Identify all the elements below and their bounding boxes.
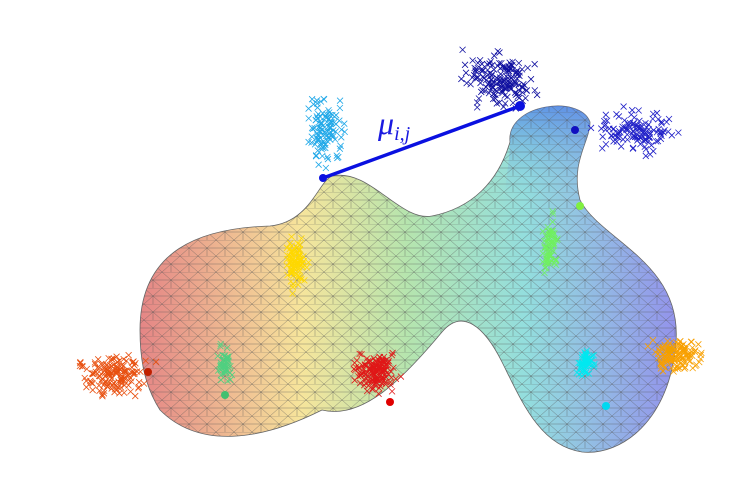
- cluster-point: [675, 130, 681, 136]
- cluster-point: [655, 116, 661, 122]
- cluster-point: [321, 96, 327, 102]
- cluster-point: [695, 341, 701, 347]
- cluster-point: [664, 119, 670, 125]
- cluster-point: [460, 47, 466, 53]
- cluster-point: [522, 95, 528, 101]
- cluster-point: [309, 96, 315, 102]
- cluster-point: [495, 63, 501, 69]
- mu-symbol: μ: [377, 105, 394, 141]
- cluster-point: [82, 375, 88, 381]
- cluster-center: [221, 391, 229, 399]
- cluster-point: [631, 115, 637, 121]
- cluster-point: [136, 379, 142, 385]
- cluster-point: [603, 112, 609, 118]
- figure: μi,j: [0, 0, 740, 493]
- cluster-point: [624, 137, 630, 143]
- cluster-point: [698, 350, 704, 356]
- mesh-surface: [140, 106, 676, 452]
- cluster-point: [470, 57, 476, 63]
- cluster-point: [306, 106, 312, 112]
- cluster-point: [126, 352, 132, 358]
- cluster-point: [306, 115, 312, 121]
- cluster-center: [602, 402, 610, 410]
- cluster-point: [491, 53, 497, 59]
- cluster-point: [313, 117, 319, 123]
- cluster-center: [386, 398, 394, 406]
- cluster-point: [462, 62, 468, 68]
- cluster-point: [313, 153, 319, 159]
- cluster-point: [630, 145, 636, 151]
- endpoint: [319, 174, 327, 182]
- cluster-point: [643, 153, 649, 159]
- cluster-point: [338, 134, 344, 140]
- cluster-center: [144, 368, 152, 376]
- cluster-point: [603, 141, 609, 147]
- cluster-point: [342, 129, 348, 135]
- cluster-point: [458, 76, 464, 82]
- cluster-point: [528, 76, 534, 82]
- cluster-point: [313, 152, 319, 158]
- cluster-point: [613, 111, 619, 117]
- cluster-point: [504, 94, 510, 100]
- cluster-point: [600, 134, 606, 140]
- mu-subscript: i,j: [394, 123, 411, 145]
- cluster-point: [532, 61, 538, 67]
- cluster-point: [121, 390, 127, 396]
- cluster-point: [83, 384, 89, 390]
- cluster-point: [666, 116, 672, 122]
- cluster-point: [647, 151, 653, 157]
- cluster-point: [131, 371, 137, 377]
- cluster-center: [571, 126, 579, 134]
- cluster-point: [319, 153, 325, 159]
- cluster-point: [516, 73, 522, 79]
- cluster-point: [141, 381, 147, 387]
- cluster-point: [389, 388, 395, 394]
- distance-line: [323, 106, 520, 178]
- cluster-point: [309, 134, 315, 140]
- cluster-center: [666, 346, 674, 354]
- mu-label: μi,j: [377, 105, 411, 145]
- cluster-point: [315, 148, 321, 154]
- cluster-point: [323, 165, 329, 171]
- cluster-point: [339, 127, 345, 133]
- cluster-point: [598, 126, 604, 132]
- cluster-point: [519, 66, 525, 72]
- cluster-point: [512, 90, 518, 96]
- cluster-point: [314, 97, 320, 103]
- cluster-point: [495, 48, 501, 54]
- endpoint: [515, 101, 525, 111]
- cluster-point: [611, 138, 617, 144]
- cluster-point: [132, 393, 138, 399]
- cluster-point: [315, 111, 321, 117]
- cluster-point: [315, 105, 321, 111]
- cluster-point: [650, 111, 656, 117]
- cluster-point: [464, 80, 470, 86]
- cluster-point: [474, 104, 480, 110]
- cluster-point: [516, 60, 522, 66]
- cluster-point: [468, 81, 474, 87]
- cluster-center: [576, 202, 584, 210]
- cluster-point: [319, 127, 325, 133]
- cluster-point: [316, 162, 322, 168]
- cluster-point: [463, 70, 469, 76]
- cluster-point: [90, 387, 96, 393]
- cluster-point: [609, 132, 615, 138]
- cluster-point: [629, 107, 635, 113]
- cluster-point: [525, 65, 531, 71]
- cluster-point: [337, 98, 343, 104]
- cluster-point: [125, 382, 131, 388]
- cluster-point: [621, 104, 627, 110]
- cluster-point: [337, 105, 343, 111]
- cluster-point: [137, 369, 143, 375]
- cluster-point: [643, 146, 649, 152]
- cluster-point: [636, 107, 642, 113]
